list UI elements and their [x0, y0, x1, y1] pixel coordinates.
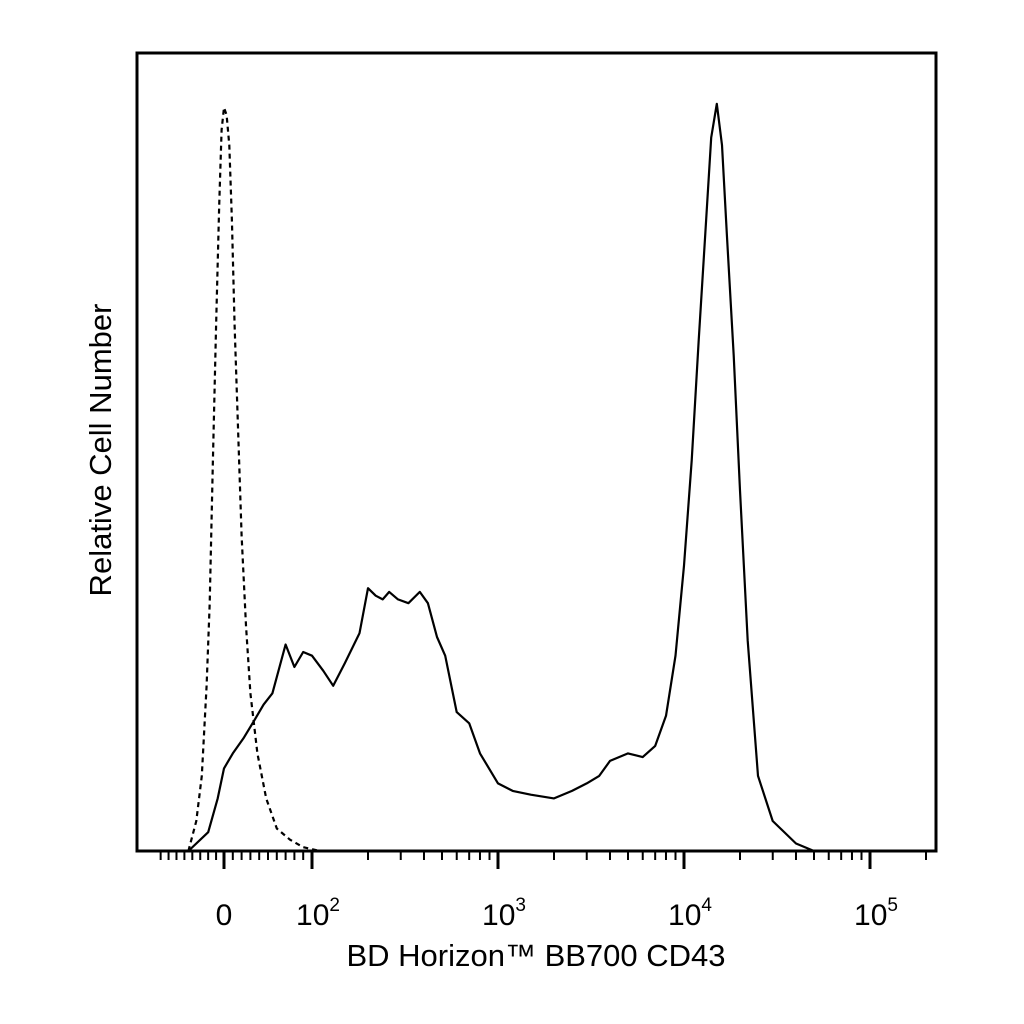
x-tick-label-exponent: 5 [887, 895, 898, 916]
x-tick-label-exponent: 3 [515, 895, 526, 916]
series-layer [187, 102, 815, 853]
x-axis-title: BD Horizon™ BB700 CD43 [346, 938, 725, 973]
dashed-histogram-line [187, 106, 334, 853]
plot-frame [135, 51, 938, 853]
x-tick-label: 105 [854, 895, 898, 932]
x-tick-label: 102 [296, 895, 340, 932]
x-tick-label: 104 [668, 895, 712, 932]
x-tick-label: 0 [216, 899, 233, 932]
x-axis-tick-labels: 0 102 103 104 105 [216, 895, 898, 932]
x-tick-label-exponent: 4 [701, 895, 712, 916]
x-tick-label-exponent: 2 [329, 895, 340, 916]
x-tick-label: 103 [482, 895, 526, 932]
x-axis-major-ticks [222, 851, 872, 869]
solid-histogram-line [187, 102, 815, 853]
x-axis-minor-ticks [159, 851, 927, 860]
y-axis-title: Relative Cell Number [83, 304, 118, 597]
